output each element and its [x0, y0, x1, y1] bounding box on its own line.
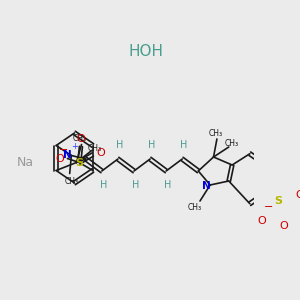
Text: S: S — [274, 196, 282, 206]
Text: O: O — [96, 148, 105, 158]
Text: S: S — [75, 158, 83, 167]
Text: H: H — [180, 140, 188, 150]
Text: O: O — [76, 134, 85, 143]
Text: CH₃: CH₃ — [208, 128, 222, 137]
Text: HOH: HOH — [128, 44, 163, 59]
Text: +: + — [71, 142, 78, 151]
Text: H: H — [116, 140, 123, 150]
Text: Na: Na — [17, 157, 34, 169]
Text: CH₃: CH₃ — [64, 177, 78, 186]
Text: CH₃: CH₃ — [225, 140, 239, 148]
Text: O: O — [258, 216, 267, 226]
Text: N: N — [202, 181, 210, 191]
Text: −: − — [59, 145, 69, 154]
Text: O: O — [56, 154, 64, 164]
Text: CH₃: CH₃ — [88, 144, 102, 153]
Text: CH₃: CH₃ — [188, 202, 202, 211]
Text: H: H — [164, 180, 172, 190]
Text: CH₃: CH₃ — [73, 134, 87, 143]
Text: H: H — [132, 180, 140, 190]
Text: −: − — [263, 202, 273, 212]
Text: O: O — [279, 221, 288, 231]
Text: H: H — [148, 140, 155, 150]
Text: N: N — [63, 149, 71, 160]
Text: O: O — [295, 190, 300, 200]
Text: H: H — [100, 180, 107, 190]
